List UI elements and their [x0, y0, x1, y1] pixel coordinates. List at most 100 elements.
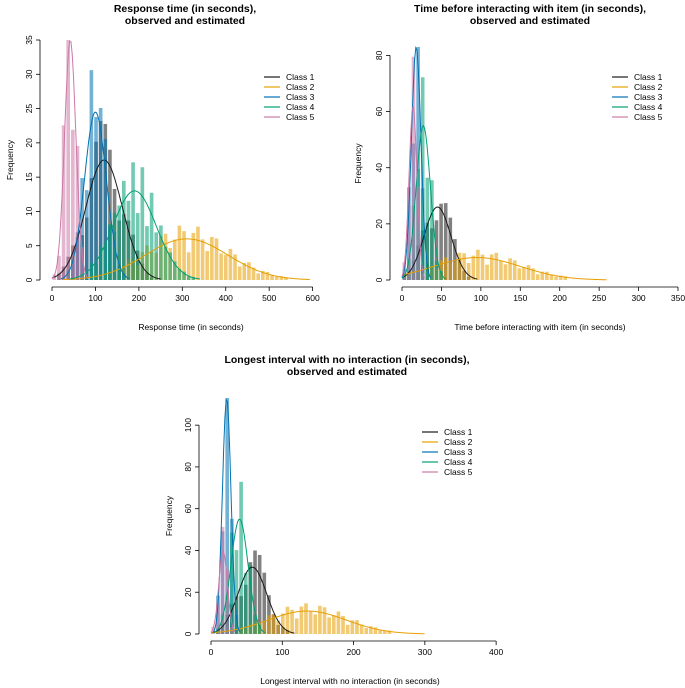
histogram-bar-class4 — [168, 252, 172, 280]
histogram-bar-class2 — [387, 630, 392, 634]
histogram-bar-class2 — [382, 630, 387, 634]
histogram-bar-class2 — [276, 620, 280, 634]
histogram-bar-class2 — [535, 274, 540, 280]
y-tick-label: 20 — [24, 138, 34, 148]
histogram-bar-class4 — [191, 276, 196, 280]
y-axis-label: Frequency — [164, 495, 174, 536]
y-tick-label: 30 — [24, 69, 34, 79]
histogram-bar-class4 — [140, 167, 145, 280]
density-curve-class2 — [210, 610, 425, 635]
histogram-bar-class4 — [257, 624, 262, 634]
x-tick-label: 300 — [175, 293, 189, 303]
histogram-bar-class4 — [126, 200, 131, 280]
x-axis-label: Time before interacting with item (in se… — [454, 322, 625, 332]
y-tick-label: 5 — [24, 243, 34, 248]
x-tick-label: 200 — [346, 647, 360, 657]
legend-label-class5: Class 5 — [634, 112, 663, 122]
density-curve-class2 — [63, 238, 310, 280]
y-tick-label: 15 — [24, 172, 34, 182]
y-tick-label: 100 — [183, 418, 193, 432]
y-tick-label: 20 — [374, 219, 384, 229]
y-tick-label: 40 — [374, 163, 384, 173]
y-tick-label: 25 — [24, 104, 34, 114]
histogram-bar-class4 — [89, 263, 94, 280]
histogram-bar-class2 — [304, 603, 308, 634]
y-tick-label: 60 — [183, 504, 193, 514]
histogram-bar-class2 — [219, 253, 223, 280]
histogram-bar-class2 — [318, 605, 322, 634]
histogram-bar-class2 — [563, 276, 568, 280]
density-curve-class1 — [401, 206, 478, 280]
histogram-bar-class2 — [522, 267, 526, 280]
histogram-bar-class2 — [480, 254, 485, 280]
y-tick-label: 0 — [374, 277, 384, 282]
x-axis-label: Response time (in seconds) — [138, 322, 244, 332]
density-curve-class5 — [210, 550, 236, 633]
y-axis-label: Frequency — [353, 143, 363, 184]
histogram-bar-class3 — [103, 138, 108, 280]
histogram-bar-class2 — [214, 238, 219, 280]
axes: 0 50 100 150 200 250 300 350 0 20 40 60 80 — [374, 50, 685, 303]
histogram-bar-class2 — [369, 626, 373, 634]
density-curve-class4 — [401, 124, 447, 280]
histogram-bar-class2 — [186, 252, 191, 280]
histogram-bar-class2 — [341, 615, 345, 634]
histogram-bar-class4 — [103, 243, 108, 280]
y-tick-label: 10 — [24, 206, 34, 216]
histogram-bar-class2 — [182, 231, 186, 280]
histogram-bar-class2 — [261, 270, 265, 280]
histogram-bars — [211, 398, 392, 634]
histogram-bar-class2 — [517, 268, 522, 280]
y-tick-label: 40 — [183, 545, 193, 555]
axes: 0 100 200 300 400 0 20 40 60 80 100 — [183, 418, 503, 657]
histogram-bar-class2 — [247, 262, 251, 280]
histogram-bar-class5 — [216, 604, 220, 634]
histogram-bar-class1 — [448, 217, 453, 280]
histogram-bar-class5 — [416, 186, 420, 280]
histogram-bar-class5 — [66, 40, 71, 280]
histogram-bar-class5 — [75, 145, 80, 280]
histogram-bar-class2 — [251, 267, 256, 280]
chart-title: observed and estimated — [125, 15, 245, 27]
histogram-bar-class2 — [177, 225, 182, 280]
histogram-bar-class2 — [237, 266, 242, 280]
density-curve-class2 — [401, 257, 607, 281]
histogram-bar-class4 — [186, 276, 191, 280]
histogram-bar-class2 — [453, 261, 457, 280]
histogram-bar-class5 — [211, 626, 216, 634]
histogram-bar-class4 — [439, 271, 443, 280]
histogram-bar-class2 — [200, 239, 205, 280]
histogram-bar-class4 — [163, 246, 168, 280]
histogram-bar-class5 — [420, 273, 425, 280]
histogram-bar-class2 — [554, 276, 558, 280]
density-curve-class4 — [69, 190, 200, 280]
histogram-bar-class4 — [131, 162, 135, 280]
histogram-bar-class2 — [322, 607, 327, 634]
density-curve-class3 — [60, 111, 130, 280]
x-tick-label: 100 — [474, 293, 488, 303]
histogram-bar-class4 — [117, 205, 121, 280]
histogram-bar-class2 — [457, 252, 462, 280]
histogram-bar-class1 — [443, 203, 448, 280]
histogram-bar-class1 — [253, 550, 257, 634]
legend-label-class1: Class 1 — [286, 72, 315, 82]
y-tick-label: 80 — [374, 50, 384, 60]
histogram-bar-class2 — [299, 606, 304, 634]
histogram-bar-class1 — [257, 554, 262, 634]
x-tick-label: 150 — [513, 293, 527, 303]
histogram-bar-class3 — [225, 398, 230, 634]
histogram-bar-class2 — [499, 260, 503, 280]
histogram-bar-class2 — [471, 255, 476, 280]
legend-label-class3: Class 3 — [286, 92, 315, 102]
chart-title: Response time (in seconds), — [114, 3, 256, 15]
legend-label-class5: Class 5 — [286, 112, 315, 122]
histogram-bar-class5 — [225, 569, 230, 634]
histogram-bar-class2 — [172, 239, 177, 280]
histogram-bar-class2 — [558, 275, 563, 280]
x-tick-label: 200 — [132, 293, 146, 303]
chart-panel-1: Response time (in seconds),observed and … — [5, 3, 320, 332]
histogram-bar-class2 — [508, 258, 512, 280]
histogram-bar-class2 — [345, 624, 350, 634]
histogram-bar-class2 — [336, 611, 341, 634]
